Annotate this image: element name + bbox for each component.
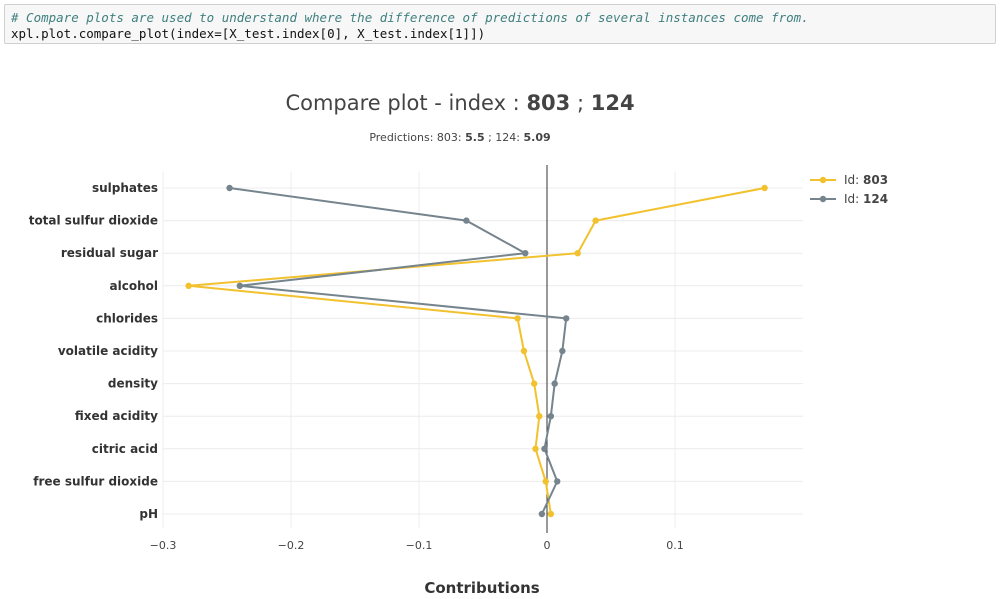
data-point: [541, 445, 548, 452]
x-axis-ticks: −0.3 −0.2 −0.1 0 0.1: [150, 539, 684, 552]
x-tick-label: −0.2: [278, 539, 305, 552]
data-point: [761, 184, 768, 192]
y-tick-label: residual sugar: [61, 246, 158, 260]
legend-item-803[interactable]: Id: 803: [810, 173, 888, 187]
series-124: [226, 184, 570, 518]
data-point: [563, 315, 570, 322]
y-tick-label: chlorides: [96, 311, 158, 325]
y-axis-ticks: sulphates total sulfur dioxide residual su…: [29, 181, 158, 521]
y-tick-label: citric acid: [92, 442, 158, 456]
y-tick-label: free sulfur dioxide: [33, 474, 158, 488]
legend-item-124[interactable]: Id: 124: [810, 192, 888, 206]
y-tick-label: fixed acidity: [75, 409, 158, 423]
legend-marker: [819, 195, 827, 203]
series-group: [185, 184, 768, 518]
legend-marker: [819, 176, 827, 184]
code-statement: xpl.plot.compare_plot(index=[X_test.inde…: [11, 26, 486, 41]
data-point: [574, 250, 581, 257]
legend-label: Id: 124: [844, 192, 888, 206]
x-tick-label: 0: [544, 539, 551, 552]
data-point: [522, 250, 529, 257]
legend[interactable]: Id: 803 Id: 124: [810, 173, 888, 206]
data-point: [226, 184, 233, 192]
data-point: [185, 282, 192, 289]
y-tick-label: volatile acidity: [58, 344, 158, 358]
y-tick-label: total sulfur dioxide: [29, 214, 158, 228]
data-point: [463, 217, 470, 224]
data-point: [531, 380, 538, 387]
x-tick-label: −0.3: [150, 539, 177, 552]
data-point: [236, 282, 243, 289]
data-point: [514, 315, 521, 322]
x-axis-label: Contributions: [424, 579, 539, 597]
x-tick-label: 0.1: [666, 539, 684, 552]
data-point: [538, 510, 546, 518]
data-point: [551, 380, 558, 387]
data-point: [547, 510, 555, 518]
data-point: [542, 478, 549, 485]
data-point: [547, 413, 555, 420]
data-point: [559, 347, 566, 355]
data-point: [554, 478, 561, 485]
series-803: [185, 184, 768, 518]
chart-subtitle: Predictions: 803: 5.5 ; 124: 5.09: [369, 131, 550, 144]
data-point: [532, 445, 539, 452]
data-point: [536, 413, 543, 420]
legend-label: Id: 803: [844, 173, 888, 187]
y-tick-label: alcohol: [110, 279, 158, 293]
y-tick-label: pH: [139, 507, 158, 521]
data-point: [592, 217, 599, 224]
data-point: [520, 347, 528, 355]
grid: [162, 172, 803, 528]
y-tick-label: density: [108, 377, 158, 391]
chart-title: Compare plot - index : 803 ; 124: [285, 91, 634, 115]
code-cell[interactable]: # Compare plots are used to understand w…: [4, 4, 996, 44]
x-tick-label: −0.1: [406, 539, 433, 552]
code-comment: # Compare plots are used to understand w…: [11, 10, 809, 25]
y-tick-label: sulphates: [92, 181, 158, 195]
